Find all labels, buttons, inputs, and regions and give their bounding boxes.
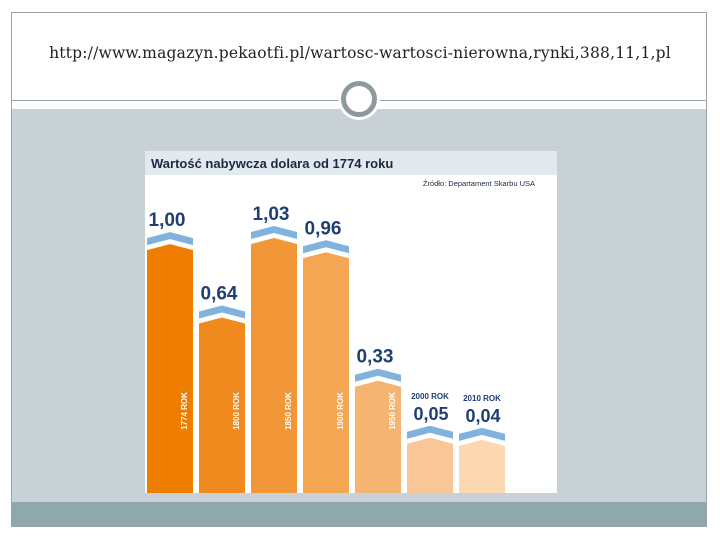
- bar-1800: [199, 317, 245, 493]
- category-label: 1900 ROK: [336, 392, 345, 430]
- value-label: 0,33: [357, 347, 394, 368]
- bar-1774: [147, 244, 193, 493]
- bar-1850: [251, 238, 297, 493]
- category-label: 1850 ROK: [284, 392, 293, 430]
- divider-circle-icon: [341, 81, 377, 117]
- bar-arrow-icon: [355, 368, 401, 382]
- category-label: 1774 ROK: [180, 392, 189, 430]
- value-label: 0,64: [201, 284, 238, 305]
- category-label: 2000 ROK: [411, 392, 449, 401]
- bar-arrow-icon: [251, 226, 297, 239]
- chart-bars: 1,00 1774 ROK 0,64 1800 ROK 1,03 1850 ROK 0,96…: [147, 204, 505, 493]
- category-label: 1800 ROK: [232, 392, 241, 430]
- category-label: 2010 ROK: [463, 394, 501, 403]
- chart-header-band: [145, 151, 557, 175]
- chart-container: Wartość nabywcza dolara od 1774 roku Źró…: [145, 151, 557, 493]
- purchasing-power-chart: Wartość nabywcza dolara od 1774 roku Źró…: [145, 151, 557, 493]
- bar-arrow-icon: [459, 427, 505, 441]
- value-label: 0,04: [465, 406, 500, 426]
- slide-title: http://www.magazyn.pekaotfi.pl/wartosc-w…: [49, 44, 671, 62]
- chart-title: Wartość nabywcza dolara od 1774 roku: [151, 156, 393, 171]
- footer-bar: [12, 502, 706, 526]
- value-label: 0,05: [413, 404, 448, 424]
- value-label: 1,03: [253, 204, 290, 225]
- bar-arrow-icon: [407, 425, 453, 439]
- value-label: 1,00: [149, 210, 186, 231]
- bar-arrow-icon: [303, 240, 349, 254]
- bar-2000: [407, 437, 453, 493]
- value-label: 0,96: [305, 218, 342, 239]
- chart-source: Źródło: Departament Skarbu USA: [423, 179, 535, 188]
- bar-arrow-icon: [199, 305, 245, 319]
- bar-2010: [459, 439, 505, 493]
- bar-1950: [355, 380, 401, 493]
- bar-arrow-icon: [147, 232, 193, 246]
- bar-1900: [303, 252, 349, 493]
- category-label: 1950 ROK: [388, 392, 397, 430]
